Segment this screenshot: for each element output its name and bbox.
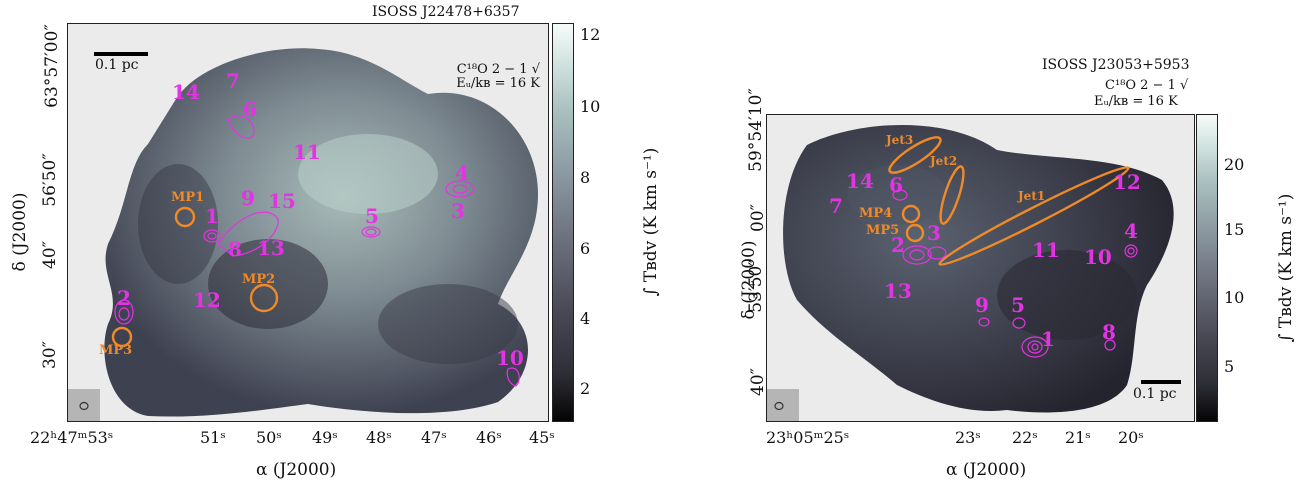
left-cbar-tick-12: 12 (580, 25, 601, 44)
left-core-7: 7 (226, 69, 240, 93)
right-emission-region (783, 125, 1174, 413)
left-x-axis-label: α (J2000) (256, 460, 337, 480)
left-core-11: 11 (293, 140, 321, 164)
right-cbar-tick-5: 5 (1224, 357, 1235, 376)
left-dec-tick-4: 30″ (40, 341, 60, 369)
right-jet2-label: Jet2 (930, 154, 958, 168)
right-mp4-label: MP4 (859, 206, 893, 221)
right-core-5: 5 (1011, 293, 1025, 317)
left-core-5: 5 (365, 204, 379, 228)
left-ra-tick-3: 50ˢ (256, 428, 282, 447)
right-cbar-tick-20: 20 (1224, 155, 1245, 174)
left-scale-label: 0.1 pc (95, 57, 139, 73)
right-energy-label: Eᵤ/kʙ = 16 K (1094, 94, 1178, 109)
left-core-14: 14 (172, 80, 200, 104)
right-x-axis-label: α (J2000) (946, 460, 1027, 480)
left-cbar-tick-8: 8 (580, 168, 591, 187)
right-ra-tick-3: 22ˢ (1012, 428, 1038, 447)
left-ra-tick-7: 46ˢ (476, 428, 502, 447)
right-core-9: 9 (975, 293, 989, 317)
left-mp3-label: MP3 (99, 343, 133, 358)
left-core-3: 3 (451, 199, 465, 223)
left-mp1-label: MP1 (171, 190, 205, 205)
left-core-15: 15 (268, 189, 296, 213)
left-energy-label: Eᵤ/kʙ = 16 K (456, 76, 540, 91)
left-ra-tick-6: 47ˢ (421, 428, 447, 447)
left-dec-tick-2: 56′50″ (40, 153, 60, 207)
left-core-12: 12 (193, 288, 221, 312)
left-core-2: 2 (117, 286, 131, 310)
right-cbar-tick-15: 15 (1224, 220, 1245, 239)
left-ra-tick-1: 22ʰ47ᵐ53ˢ (30, 428, 114, 447)
right-jet3-label: Jet3 (886, 133, 914, 147)
right-colorbar (1196, 114, 1218, 422)
right-line-label: C¹⁸O 2 − 1 √ (1105, 78, 1189, 93)
right-jet1-label: Jet1 (1018, 189, 1046, 203)
left-core-1: 1 (205, 204, 219, 228)
right-ra-tick-4: 21ˢ (1065, 428, 1091, 447)
right-core-3: 3 (927, 221, 941, 245)
right-core-14: 14 (846, 169, 874, 193)
right-core-2: 2 (891, 233, 905, 257)
right-core-4: 4 (1124, 219, 1138, 243)
right-scale-label: 0.1 pc (1133, 386, 1177, 402)
left-cbar-tick-10: 10 (580, 97, 601, 116)
right-ra-tick-1: 23ʰ05ᵐ25ˢ (766, 428, 850, 447)
left-core-8: 8 (228, 237, 242, 261)
left-ra-tick-5: 48ˢ (366, 428, 392, 447)
left-map: 0.1 pc C¹⁸O 2 − 1 √ Eᵤ/kʙ = 16 K 1 2 3 4… (67, 23, 549, 422)
left-line-label: C¹⁸O 2 − 1 √ (456, 62, 540, 77)
left-dec-tick-3: 40″ (40, 241, 60, 269)
left-y-axis-label: δ (J2000) (10, 192, 30, 272)
left-core-10: 10 (496, 346, 524, 370)
right-scale-bar (1141, 380, 1181, 384)
right-dec-tick-1: 59°54′10″ (746, 88, 766, 172)
left-core-13: 13 (257, 236, 285, 260)
right-map: 0.1 pc 1 2 3 4 5 6 7 8 9 10 11 12 13 14 … (766, 114, 1195, 422)
right-ra-tick-2: 23ˢ (955, 428, 981, 447)
right-y-axis-label: δ (J2000) (739, 240, 759, 320)
left-ra-tick-2: 51ˢ (200, 428, 226, 447)
right-source-title: ISOSS J23053+5953 (1042, 57, 1190, 73)
left-colorbar-label: ∫ Tʙdv (K km s⁻¹) (641, 147, 661, 297)
left-ra-tick-8: 45ˢ (529, 428, 555, 447)
left-core-9: 9 (241, 186, 255, 210)
right-core-8: 8 (1102, 320, 1116, 344)
left-colorbar (552, 23, 574, 422)
left-source-title: ISOSS J22478+6357 (372, 4, 520, 20)
right-core-6: 6 (889, 173, 903, 197)
right-core-1: 1 (1041, 327, 1055, 351)
right-core-11: 11 (1032, 238, 1060, 262)
left-map-image (68, 48, 539, 421)
right-dec-tick-4: 40″ (748, 368, 768, 396)
right-core-10: 10 (1084, 245, 1112, 269)
left-scale-bar (94, 52, 148, 56)
left-mp2-label: MP2 (242, 272, 276, 287)
left-core-4: 4 (455, 161, 469, 185)
right-ra-tick-5: 20ˢ (1118, 428, 1144, 447)
right-colorbar-label: ∫ Tʙdv (K km s⁻¹) (1276, 193, 1296, 343)
left-ra-tick-4: 49ˢ (312, 428, 338, 447)
right-core-7: 7 (829, 194, 843, 218)
left-cbar-tick-2: 2 (580, 379, 591, 398)
left-cbar-tick-4: 4 (580, 309, 591, 328)
right-core-12: 12 (1113, 170, 1141, 194)
left-dec-tick-1: 63°57′00″ (42, 24, 62, 108)
right-map-image (767, 125, 1174, 421)
right-mp5-label: MP5 (866, 223, 900, 238)
right-core-13: 13 (884, 279, 912, 303)
right-cbar-tick-10: 10 (1224, 288, 1245, 307)
left-cbar-tick-6: 6 (580, 239, 591, 258)
left-core-6: 6 (243, 97, 257, 121)
